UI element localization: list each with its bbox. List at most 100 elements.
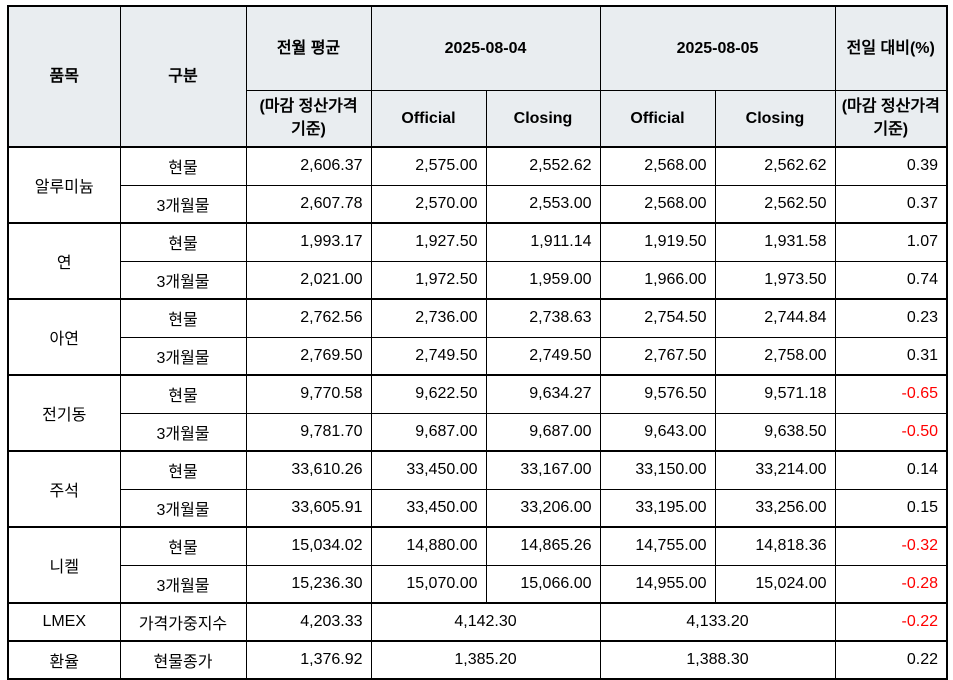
- value-cell: 9,638.50: [714, 412, 836, 452]
- value-cell: 2,758.00: [714, 336, 836, 376]
- index-name-cell: 환율: [7, 640, 121, 680]
- value-cell: 14,880.00: [370, 526, 487, 566]
- value-cell: 1,919.50: [599, 222, 716, 262]
- col-header-date1: 2025-08-04: [370, 5, 601, 91]
- value-cell: 1,388.30: [599, 640, 836, 680]
- subheader-date1-closing: Closing: [485, 89, 601, 148]
- table-row: 아연 현물 2,762.56 2,736.00 2,738.63 2,754.5…: [7, 298, 948, 376]
- value-cell: 14,955.00: [599, 564, 716, 604]
- table-row: 3개월물 2,769.50 2,749.50 2,749.50 2,767.50…: [8, 336, 948, 376]
- value-cell: 4,133.20: [599, 602, 836, 642]
- index-name-cell: LMEX: [7, 602, 121, 642]
- table-row: 3개월물 2,021.00 1,972.50 1,959.00 1,966.00…: [8, 260, 948, 300]
- change-cell: 0.14: [834, 450, 948, 490]
- metal-name-cell: 주석: [7, 450, 121, 528]
- value-cell: 33,450.00: [370, 488, 487, 528]
- value-cell: 2,568.00: [599, 184, 716, 224]
- value-cell: 1,911.14: [485, 222, 601, 262]
- category-cell: 3개월물: [119, 412, 247, 452]
- category-cell: 현물: [119, 298, 247, 338]
- value-cell: 2,738.63: [485, 298, 601, 338]
- table-row: 주석 현물 33,610.26 33,450.00 33,167.00 33,1…: [7, 450, 948, 528]
- value-cell: 4,203.33: [245, 602, 372, 642]
- col-header-category: 구분: [119, 5, 247, 148]
- value-cell: 2,749.50: [370, 336, 487, 376]
- value-cell: 2,606.37: [245, 146, 372, 186]
- category-cell: 현물: [119, 526, 247, 566]
- value-cell: 1,993.17: [245, 222, 372, 262]
- value-cell: 9,770.58: [245, 374, 372, 414]
- category-cell: 현물: [119, 146, 247, 186]
- header-row-1: 품목 구분 전월 평균 2025-08-04 2025-08-05 전일 대비(…: [7, 5, 948, 148]
- metal-name-cell: 전기동: [7, 374, 121, 452]
- category-cell: 3개월물: [119, 184, 247, 224]
- subheader-prev-month-basis: (마감 정산가격 기준): [245, 89, 372, 148]
- value-cell: 9,687.00: [485, 412, 601, 452]
- value-cell: 33,450.00: [370, 450, 487, 490]
- change-cell: 0.23: [834, 298, 948, 338]
- col-header-item: 품목: [7, 5, 121, 148]
- table-row: 알루미늄 현물 2,606.37 2,575.00 2,552.62 2,568…: [7, 146, 948, 224]
- table-row: 3개월물 9,781.70 9,687.00 9,687.00 9,643.00…: [8, 412, 948, 452]
- value-cell: 9,634.27: [485, 374, 601, 414]
- value-cell: 15,024.00: [714, 564, 836, 604]
- change-cell: 0.74: [834, 260, 948, 300]
- change-cell: 0.31: [834, 336, 948, 376]
- value-cell: 2,607.78: [245, 184, 372, 224]
- header-row-2: (마감 정산가격 기준) Official Closing Official C…: [8, 89, 948, 148]
- table-row: 3개월물 2,607.78 2,570.00 2,553.00 2,568.00…: [8, 184, 948, 224]
- value-cell: 2,575.00: [370, 146, 487, 186]
- value-cell: 33,605.91: [245, 488, 372, 528]
- value-cell: 33,214.00: [714, 450, 836, 490]
- value-cell: 33,206.00: [485, 488, 601, 528]
- category-cell: 현물: [119, 374, 247, 414]
- value-cell: 2,744.84: [714, 298, 836, 338]
- value-cell: 33,150.00: [599, 450, 716, 490]
- value-cell: 14,818.36: [714, 526, 836, 566]
- subheader-date2-closing: Closing: [714, 89, 836, 148]
- change-cell: 0.39: [834, 146, 948, 186]
- col-header-prev-month-avg: 전월 평균: [245, 5, 372, 91]
- metal-name-cell: 니켈: [7, 526, 121, 604]
- value-cell: 33,167.00: [485, 450, 601, 490]
- value-cell: 2,568.00: [599, 146, 716, 186]
- category-cell: 현물: [119, 450, 247, 490]
- value-cell: 2,021.00: [245, 260, 372, 300]
- table-row: 환율 현물종가 1,376.92 1,385.20 1,388.30 0.22: [7, 640, 948, 680]
- value-cell: 2,762.56: [245, 298, 372, 338]
- value-cell: 33,256.00: [714, 488, 836, 528]
- value-cell: 1,972.50: [370, 260, 487, 300]
- value-cell: 14,755.00: [599, 526, 716, 566]
- value-cell: 1,931.58: [714, 222, 836, 262]
- value-cell: 2,769.50: [245, 336, 372, 376]
- change-cell: -0.65: [834, 374, 948, 414]
- metal-name-cell: 연: [7, 222, 121, 300]
- table-row: 연 현물 1,993.17 1,927.50 1,911.14 1,919.50…: [7, 222, 948, 300]
- subheader-date1-official: Official: [370, 89, 487, 148]
- col-header-date2: 2025-08-05: [599, 5, 836, 91]
- change-cell: 0.37: [834, 184, 948, 224]
- change-cell: -0.32: [834, 526, 948, 566]
- metal-name-cell: 알루미늄: [7, 146, 121, 224]
- value-cell: 15,070.00: [370, 564, 487, 604]
- value-cell: 33,610.26: [245, 450, 372, 490]
- table-row: 3개월물 33,605.91 33,450.00 33,206.00 33,19…: [8, 488, 948, 528]
- value-cell: 1,927.50: [370, 222, 487, 262]
- value-cell: 9,643.00: [599, 412, 716, 452]
- change-cell: -0.50: [834, 412, 948, 452]
- value-cell: 1,973.50: [714, 260, 836, 300]
- change-cell: -0.22: [834, 602, 948, 642]
- value-cell: 2,749.50: [485, 336, 601, 376]
- change-cell: 1.07: [834, 222, 948, 262]
- value-cell: 2,754.50: [599, 298, 716, 338]
- value-cell: 15,034.02: [245, 526, 372, 566]
- value-cell: 9,622.50: [370, 374, 487, 414]
- change-cell: -0.28: [834, 564, 948, 604]
- metal-name-cell: 아연: [7, 298, 121, 376]
- table-body: 알루미늄 현물 2,606.37 2,575.00 2,552.62 2,568…: [7, 146, 948, 680]
- category-cell: 3개월물: [119, 336, 247, 376]
- value-cell: 9,571.18: [714, 374, 836, 414]
- value-cell: 15,236.30: [245, 564, 372, 604]
- value-cell: 4,142.30: [370, 602, 601, 642]
